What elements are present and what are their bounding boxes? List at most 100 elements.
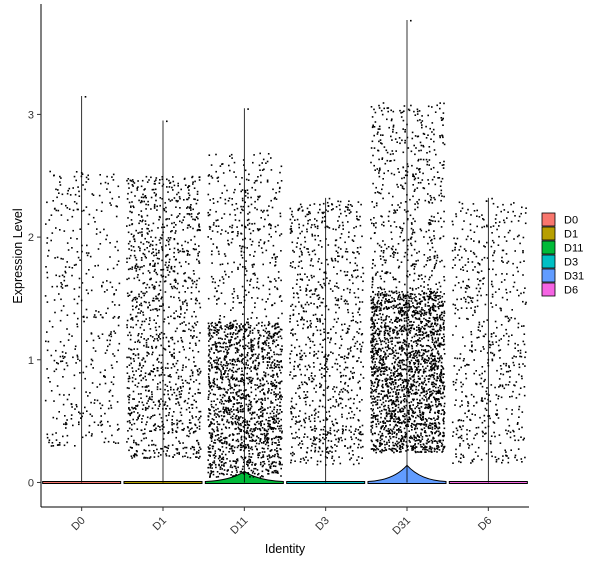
data-point — [430, 408, 432, 410]
data-point — [196, 229, 199, 232]
data-point — [213, 380, 215, 383]
data-point — [305, 288, 308, 291]
data-point — [245, 178, 248, 181]
data-point — [313, 355, 315, 357]
data-point — [421, 387, 423, 390]
data-point — [273, 406, 276, 408]
data-point — [221, 338, 223, 340]
data-point — [378, 330, 381, 333]
data-point — [93, 316, 95, 318]
data-point — [247, 461, 249, 463]
data-point — [309, 404, 311, 407]
data-point — [193, 361, 195, 363]
data-point — [167, 266, 169, 269]
data-point — [196, 321, 199, 323]
data-point — [211, 406, 213, 408]
data-point — [266, 469, 269, 471]
data-point — [410, 340, 413, 342]
data-point — [359, 343, 361, 346]
data-point — [270, 349, 272, 352]
data-point — [250, 244, 253, 246]
data-point — [136, 301, 138, 303]
data-point — [307, 459, 309, 462]
data-point — [345, 425, 347, 428]
data-point — [168, 186, 171, 188]
data-point — [250, 357, 252, 359]
data-point — [223, 358, 226, 361]
data-point — [79, 259, 81, 261]
data-point — [348, 429, 351, 432]
data-point — [60, 282, 62, 284]
data-point — [208, 383, 210, 386]
data-point — [144, 292, 146, 295]
data-point — [168, 243, 170, 246]
data-point — [170, 230, 172, 233]
data-point — [216, 247, 218, 249]
data-point — [408, 307, 411, 309]
data-point — [216, 299, 218, 301]
data-point — [198, 302, 201, 305]
data-point — [262, 456, 265, 458]
data-point — [271, 402, 274, 404]
data-point — [221, 461, 223, 463]
data-point — [404, 182, 407, 185]
data-point — [165, 454, 168, 457]
data-point — [226, 469, 229, 472]
data-point — [73, 298, 76, 301]
data-point — [269, 406, 272, 408]
data-point — [245, 424, 247, 426]
data-point — [313, 409, 316, 412]
data-point — [353, 336, 356, 338]
data-point — [274, 286, 276, 288]
data-point — [344, 381, 347, 384]
data-point — [281, 463, 283, 466]
data-point — [252, 476, 255, 478]
data-point — [229, 448, 231, 450]
data-point — [154, 423, 156, 425]
data-point — [96, 386, 99, 388]
data-point — [157, 455, 160, 458]
data-point — [239, 339, 241, 341]
data-point — [325, 360, 328, 363]
data-point — [250, 341, 253, 343]
data-point — [244, 444, 247, 446]
data-point — [331, 446, 334, 449]
data-point — [63, 368, 66, 371]
data-point — [249, 327, 251, 329]
data-point — [272, 412, 275, 415]
data-point — [357, 446, 359, 449]
data-point — [132, 418, 134, 421]
data-point — [245, 396, 247, 398]
data-point — [135, 268, 138, 270]
data-point — [253, 255, 255, 257]
data-point — [244, 330, 246, 333]
data-point — [241, 410, 244, 413]
data-point — [234, 420, 236, 423]
data-point — [208, 213, 211, 216]
data-point — [264, 438, 266, 440]
data-point — [280, 180, 283, 182]
data-point — [233, 413, 235, 415]
data-point — [141, 421, 143, 423]
data-point — [110, 407, 113, 409]
data-point — [242, 417, 244, 419]
data-point — [255, 463, 257, 465]
data-point — [356, 322, 359, 324]
data-point — [430, 334, 433, 337]
data-point — [153, 429, 156, 431]
data-point — [317, 235, 319, 237]
data-point — [269, 420, 271, 422]
data-point — [335, 399, 337, 401]
data-point — [313, 427, 316, 430]
data-point — [263, 225, 265, 228]
data-point — [216, 356, 218, 359]
data-point — [155, 254, 157, 256]
data-point — [161, 275, 164, 278]
data-point — [300, 305, 303, 308]
data-point — [229, 387, 232, 390]
data-point — [159, 333, 161, 335]
data-point — [266, 367, 268, 369]
data-point — [251, 453, 254, 455]
data-point — [184, 330, 186, 332]
data-point — [332, 388, 334, 390]
